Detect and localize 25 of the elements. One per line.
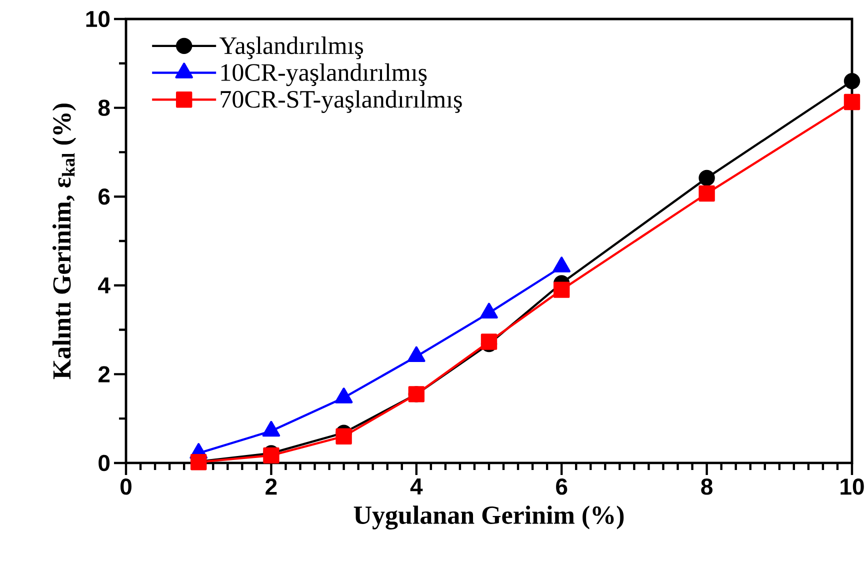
point (698, 170, 715, 186)
x-axis-title: Uygulanan Gerinim (%) (354, 506, 624, 530)
y-tick-label: 6 (98, 188, 110, 205)
point (698, 185, 715, 202)
legend-label: 10CR-yaşlandırılmış (221, 63, 427, 86)
x-tick-label: 0 (120, 478, 132, 495)
point (480, 334, 498, 350)
y-tick-label: 8 (98, 100, 110, 116)
x-tick-label: 10 (840, 478, 864, 495)
x-tick-label: 2 (266, 478, 277, 495)
point (844, 73, 860, 90)
x-tick-label: 6 (556, 478, 568, 495)
y-tick-label: 2 (98, 366, 110, 382)
point (263, 447, 280, 464)
x-tick-label: 8 (701, 478, 712, 495)
point (844, 94, 860, 110)
y-tick-label: 10 (86, 10, 110, 28)
y-tick-label: 4 (98, 277, 110, 294)
y-tick-label: 0 (98, 454, 110, 472)
x-tick-label: 4 (410, 478, 423, 494)
legend-label: 70CR-ST-yaşlandırılmış (220, 90, 462, 113)
legend-label: Yaşlandırılmış (219, 36, 364, 60)
y-axis-title: Kalıntı Gerinim, ε$_{kal}$ (%) (52, 104, 76, 380)
point (336, 428, 352, 444)
point (554, 282, 570, 298)
